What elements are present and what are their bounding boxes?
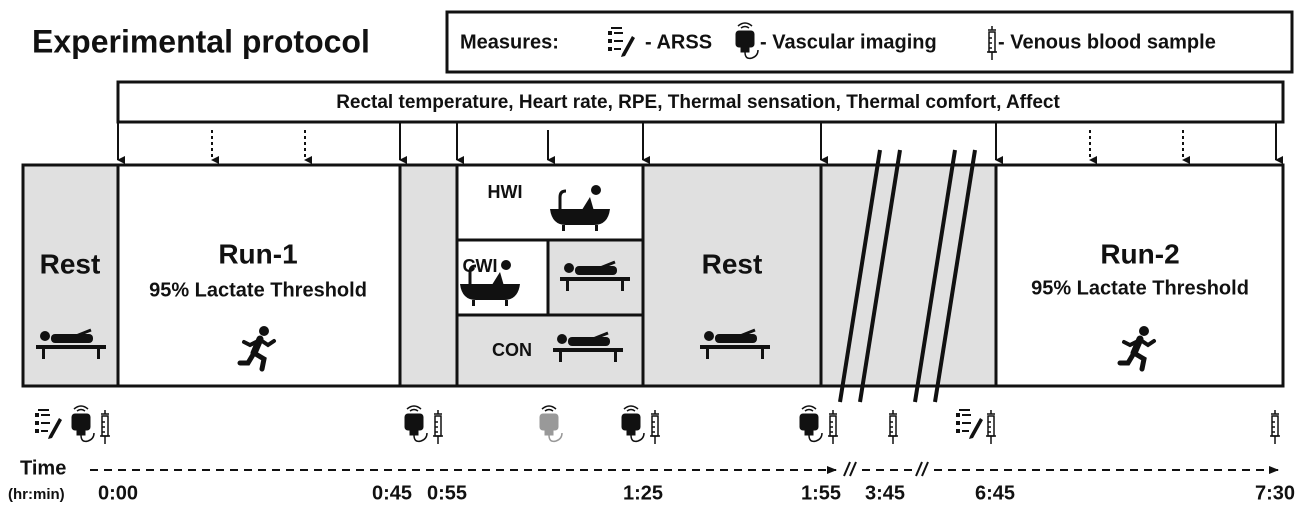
time-tick: 6:45 <box>975 482 1015 504</box>
intervention-label: CWI <box>463 256 498 276</box>
time-tick: 0:55 <box>427 482 467 504</box>
break-lines <box>838 149 977 403</box>
time-axis <box>90 461 1279 477</box>
time-tick: 0:00 <box>98 482 138 504</box>
phase-subtitle: 95% Lactate Threshold <box>1031 277 1249 299</box>
title: Experimental protocol <box>32 23 370 59</box>
time-tick: 0:45 <box>372 482 412 504</box>
phase-label: Rest <box>702 248 763 279</box>
time-tick: 1:55 <box>801 482 841 504</box>
measurements-text: Rectal temperature, Heart rate, RPE, The… <box>336 92 1060 113</box>
intervention-label: HWI <box>488 182 523 202</box>
measures-label: Measures: <box>460 31 559 53</box>
time-tick: 7:30 <box>1255 482 1295 504</box>
phase-label: Rest <box>40 248 101 279</box>
measures-box <box>445 10 1294 74</box>
phase-subtitle: 95% Lactate Threshold <box>149 279 367 301</box>
measurement-arrows <box>117 122 1283 164</box>
measure-icons <box>34 405 1281 445</box>
intervention-label: CON <box>492 340 532 360</box>
time-ticks: 0:00 0:45 0:55 1:25 1:55 3:45 6:45 7:30 <box>98 482 1295 504</box>
phase-label: Run-2 <box>1100 238 1179 269</box>
measurements-bar <box>116 80 1285 124</box>
phase-boxes <box>21 163 1285 388</box>
phase-label: Run-1 <box>218 238 297 269</box>
time-unit: (hr:min) <box>8 486 65 503</box>
time-tick: 3:45 <box>865 482 905 504</box>
time-label: Time <box>20 457 66 479</box>
time-tick: 1:25 <box>623 482 663 504</box>
measure-item: - Venous blood sample <box>998 31 1216 53</box>
measure-item: - ARSS <box>645 31 712 53</box>
measure-item: - Vascular imaging <box>760 31 937 53</box>
